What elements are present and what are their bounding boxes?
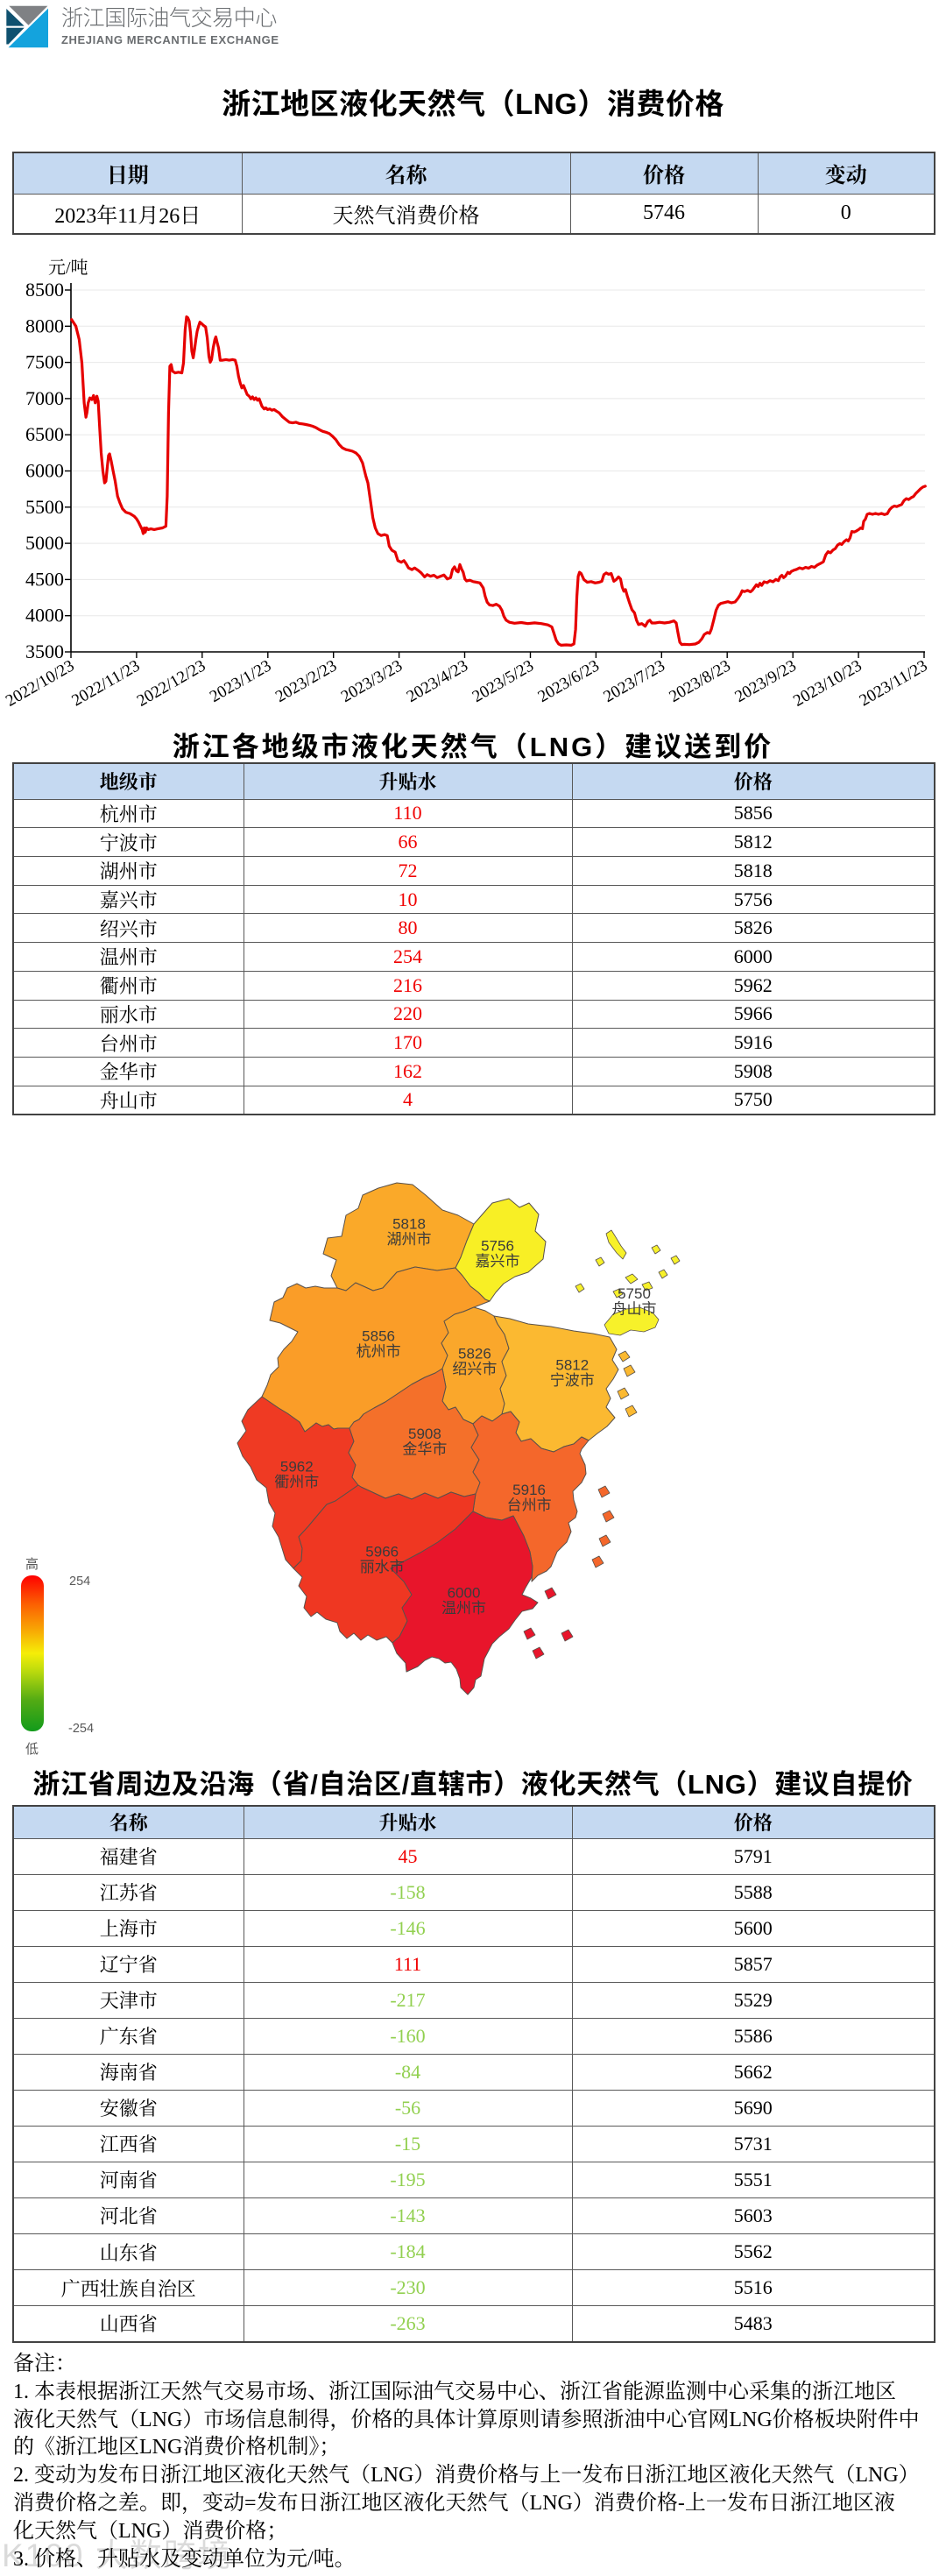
svg-text:台州市: 台州市 <box>507 1497 552 1513</box>
svg-text:5908: 5908 <box>408 1426 441 1442</box>
svg-text:4000: 4000 <box>25 605 64 626</box>
svg-text:5812: 5812 <box>555 1356 589 1373</box>
svg-text:金华市: 金华市 <box>402 1441 447 1458</box>
svg-text:嘉兴市: 嘉兴市 <box>476 1253 520 1270</box>
svg-text:5962: 5962 <box>280 1458 314 1475</box>
svg-text:宁波市: 宁波市 <box>550 1372 595 1389</box>
svg-text:3500: 3500 <box>25 640 64 662</box>
svg-text:湖州市: 湖州市 <box>387 1231 432 1248</box>
svg-text:高: 高 <box>25 1557 39 1572</box>
svg-text:5966: 5966 <box>365 1544 399 1560</box>
svg-text:6000: 6000 <box>25 460 64 482</box>
svg-text:7000: 7000 <box>25 387 64 409</box>
svg-text:温州市: 温州市 <box>441 1600 486 1617</box>
svg-text:6500: 6500 <box>25 423 64 445</box>
svg-text:5500: 5500 <box>25 496 64 518</box>
svg-text:5856: 5856 <box>362 1328 395 1345</box>
svg-text:8500: 8500 <box>25 279 64 301</box>
svg-text:8000: 8000 <box>25 315 64 336</box>
svg-text:杭州市: 杭州市 <box>357 1343 401 1360</box>
svg-text:4500: 4500 <box>25 568 64 590</box>
svg-text:7500: 7500 <box>25 351 64 373</box>
svg-text:衢州市: 衢州市 <box>274 1473 319 1490</box>
svg-text:低: 低 <box>25 1742 39 1757</box>
svg-text:元/吨: 元/吨 <box>48 258 88 278</box>
svg-text:5756: 5756 <box>481 1238 514 1255</box>
svg-text:丽水市: 丽水市 <box>360 1559 405 1575</box>
svg-text:-254: -254 <box>68 1722 94 1736</box>
svg-text:5818: 5818 <box>392 1216 426 1233</box>
svg-text:5750: 5750 <box>618 1285 651 1302</box>
svg-text:254: 254 <box>69 1575 90 1589</box>
svg-text:舟山市: 舟山市 <box>612 1301 657 1318</box>
svg-text:5826: 5826 <box>458 1345 491 1362</box>
svg-text:绍兴市: 绍兴市 <box>452 1361 497 1377</box>
svg-text:6000: 6000 <box>448 1584 481 1601</box>
svg-text:5000: 5000 <box>25 532 64 554</box>
svg-text:5916: 5916 <box>512 1482 546 1498</box>
